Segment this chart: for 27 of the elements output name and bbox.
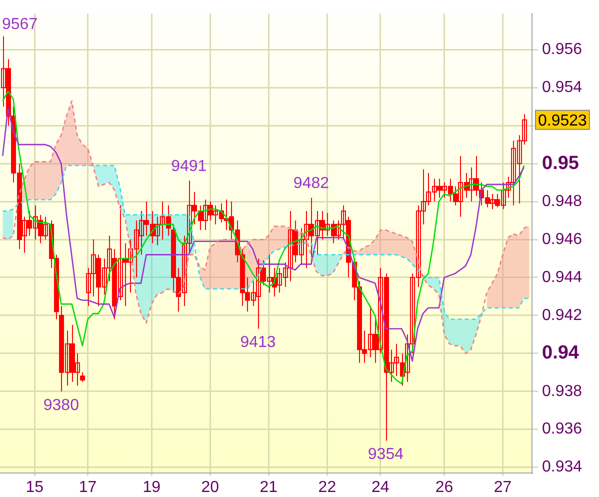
text: 0.9523: [538, 112, 588, 130]
annotation: 9354: [368, 446, 404, 464]
y-tick-label: 0.936: [542, 420, 582, 438]
x-tick-label: 19: [142, 479, 161, 496]
x-tick-label: 27: [494, 479, 512, 496]
x-tick-label: 15: [26, 479, 44, 496]
x-tick-label: 24: [371, 479, 390, 496]
y-tick-label: 0.934: [542, 458, 582, 476]
y-tick-label: 0.938: [542, 382, 582, 400]
annotation: 9482: [293, 175, 330, 192]
x-tick-label: 22: [318, 479, 336, 496]
y-tick-label: 0.94: [542, 342, 580, 364]
annotation: 9413: [240, 334, 276, 352]
x-tick-label: 17: [78, 479, 97, 496]
y-tick-label: 0.946: [542, 230, 582, 248]
y-tick-label: 0.942: [542, 306, 582, 324]
x-tick-label: 26: [435, 479, 454, 496]
annotation: 9491: [171, 158, 207, 176]
y-tick-label: 0.95: [542, 152, 580, 174]
y-tick-label: 0.944: [542, 268, 582, 286]
x-tick-label: 20: [201, 479, 220, 496]
x-tick-label: 21: [260, 479, 278, 496]
annotation: 9380: [43, 396, 80, 414]
annotation: 9567: [2, 16, 38, 34]
y-tick-label: 0.948: [542, 192, 582, 210]
y-tick-label: 0.954: [542, 79, 582, 96]
y-tick-label: 0.956: [542, 41, 582, 58]
